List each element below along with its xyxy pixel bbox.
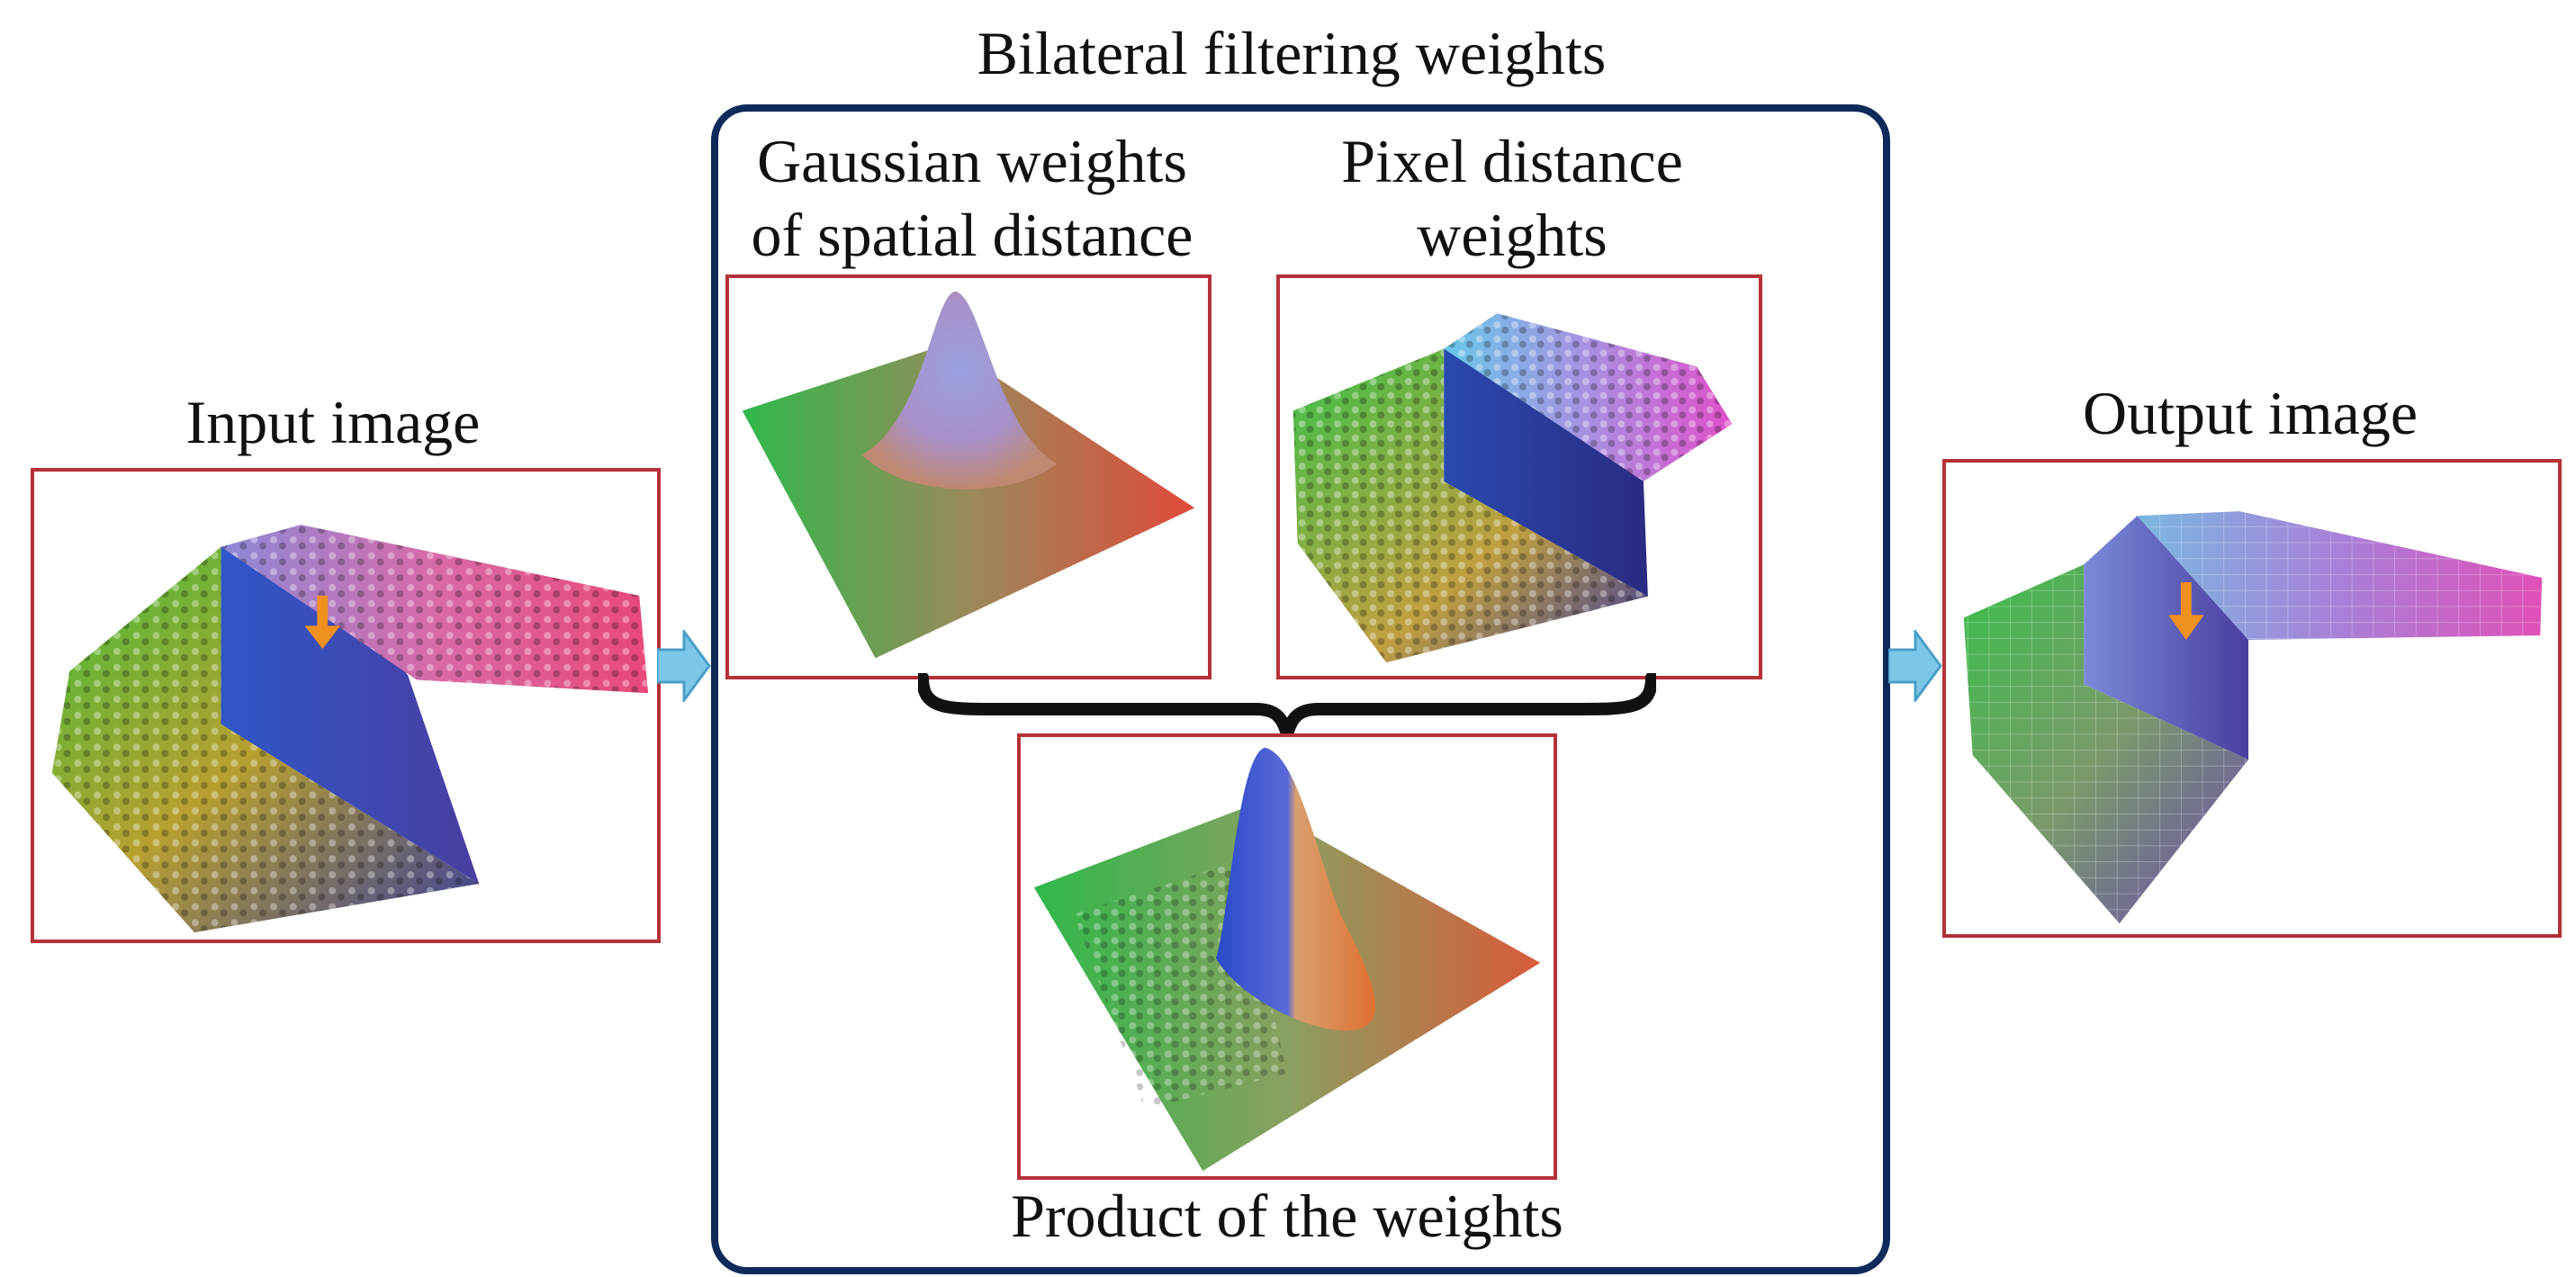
product-surface: [1033, 747, 1541, 1172]
input-image-label: Input image: [185, 388, 481, 456]
curly-brace-icon: [918, 673, 1656, 736]
flow-arrow-right-icon: [657, 630, 711, 702]
pixel-distance-label-line2: weights: [1417, 201, 1608, 269]
gaussian-weights-label-line2: of spatial distance: [751, 201, 1193, 269]
diagram-title: Bilateral filtering weights: [977, 19, 1607, 87]
output-smoothed-step-surface: [1963, 511, 2543, 924]
input-image-panel: [31, 468, 661, 943]
bilateral-weights-group: [711, 104, 1890, 1274]
gaussian-surface: [742, 291, 1195, 659]
marker-arrow-down-icon-2: [2168, 581, 2204, 640]
output-image-label: Output image: [2082, 379, 2418, 447]
pixel-distance-surface: [1293, 313, 1733, 663]
pixel-distance-label-line1: Pixel distance: [1341, 127, 1683, 195]
gaussian-weights-panel: [725, 274, 1211, 679]
output-image-panel: [1942, 459, 2562, 938]
product-weights-panel: [1017, 733, 1557, 1180]
flow-arrow-right-icon-2: [1888, 630, 1942, 702]
input-noisy-step-surface: [51, 525, 649, 933]
gaussian-weights-label-line1: Gaussian weights: [757, 127, 1187, 195]
product-weights-label: Product of the weights: [1011, 1182, 1563, 1250]
pixel-distance-panel: [1276, 274, 1762, 679]
marker-arrow-down-icon: [304, 595, 341, 649]
